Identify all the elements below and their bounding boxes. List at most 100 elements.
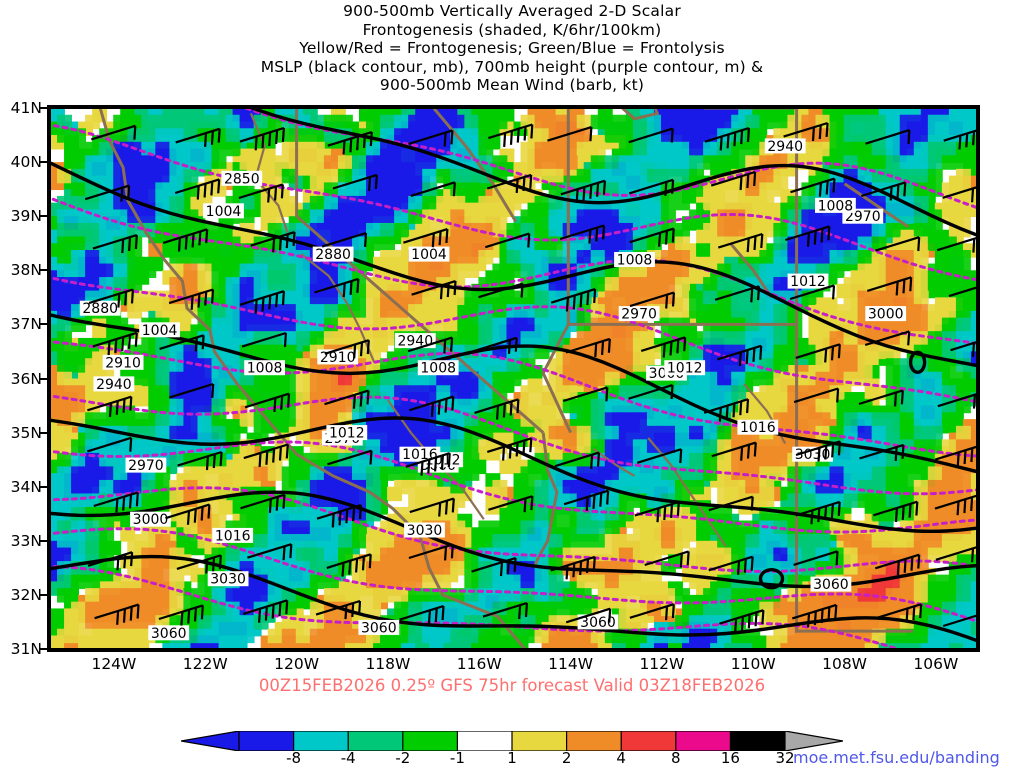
svg-text:1012: 1012 <box>667 361 703 377</box>
colorbar-swatch-5 <box>511 730 568 752</box>
svg-text:2940: 2940 <box>767 139 803 155</box>
colorbar-swatch-0 <box>238 730 295 752</box>
y-tick-38N: 38N <box>10 261 42 280</box>
svg-text:2880: 2880 <box>82 301 118 317</box>
svg-text:3030: 3030 <box>407 523 443 539</box>
colorbar-over-arrow <box>784 730 844 752</box>
title-line-3: Yellow/Red = Frontogenesis; Green/Blue =… <box>299 39 725 58</box>
colorbar-tick--1: -1 <box>449 749 465 767</box>
colorbar-swatch-7 <box>620 730 677 752</box>
svg-text:2850: 2850 <box>224 171 260 187</box>
height-contour-label: 2940 <box>93 376 135 393</box>
y-tickmark <box>40 593 48 596</box>
colorbar-tick-4: 4 <box>616 749 626 767</box>
title-line-4: MSLP (black contour, mb), 700mb height (… <box>260 57 764 76</box>
colorbar-tick-2: 2 <box>561 749 572 767</box>
x-tick-118W: 118W <box>365 655 411 673</box>
svg-text:3000: 3000 <box>133 512 169 528</box>
svg-text:3060: 3060 <box>580 615 616 631</box>
y-tick-31N: 31N <box>10 640 42 658</box>
svg-text:2880: 2880 <box>315 247 351 263</box>
height-contour-label: 3030 <box>404 522 445 539</box>
svg-text:2910: 2910 <box>320 350 356 366</box>
forecast-caption: 00Z15FEB2026 0.25º GFS 75hr forecast Val… <box>258 676 766 695</box>
colorbar-swatch-8 <box>675 730 732 752</box>
title-line-1: 900-500mb Vertically Averaged 2-D Scalar <box>343 2 681 20</box>
title-line-5: 900-500mb Mean Wind (barb, kt) <box>379 76 645 95</box>
x-tick-120W: 120W <box>274 655 320 673</box>
height-contour-label: 3060 <box>810 576 852 593</box>
colorbar-swatch-4 <box>456 730 513 752</box>
svg-text:1004: 1004 <box>411 247 447 263</box>
x-tick-124W: 124W <box>91 655 137 673</box>
height-contour-label: 2880 <box>79 300 121 317</box>
chart-title-block: 900-500mb Vertically Averaged 2-D Scalar… <box>0 2 1024 95</box>
x-tick-122W: 122W <box>182 655 228 673</box>
height-contour-label: 3000 <box>130 511 171 528</box>
colorbar-tick--4: -4 <box>340 749 356 767</box>
svg-text:1004: 1004 <box>142 323 178 339</box>
y-tick-39N: 39N <box>10 207 42 226</box>
svg-text:1008: 1008 <box>617 253 653 269</box>
x-tick-112W: 112W <box>639 655 685 673</box>
svg-text:3030: 3030 <box>210 572 246 588</box>
svg-text:3060: 3060 <box>813 577 849 593</box>
mslp-contour-label: 1016 <box>212 527 254 544</box>
source-watermark: moe.met.fsu.edu/banding <box>793 748 1000 767</box>
mslp-contour-label: 1004 <box>408 246 450 263</box>
mslp-contour-label: 1004 <box>203 203 244 220</box>
colorbar-swatch-9 <box>729 730 786 752</box>
y-tickmark <box>40 485 48 488</box>
svg-text:2970: 2970 <box>621 307 657 323</box>
title-line-2: Frontogenesis (shaded, K/6hr/100km) <box>362 20 662 39</box>
svg-text:2940: 2940 <box>96 377 132 393</box>
height-contour-label: 2940 <box>394 333 436 350</box>
svg-text:1016: 1016 <box>402 447 438 463</box>
svg-text:3000: 3000 <box>868 307 904 323</box>
svg-text:1008: 1008 <box>247 361 283 377</box>
height-contour-label: 2880 <box>312 246 354 263</box>
height-contour-label: 3060 <box>148 625 190 642</box>
height-contour-label: 2970 <box>618 306 660 323</box>
height-contour-label: 3030 <box>792 446 833 463</box>
colorbar-under-arrow <box>180 730 240 752</box>
svg-text:1012: 1012 <box>329 426 365 442</box>
mslp-contour-label: 1012 <box>326 425 368 442</box>
svg-text:2940: 2940 <box>397 334 433 350</box>
svg-text:1004: 1004 <box>206 204 242 220</box>
mslp-contour-label: 1008 <box>614 252 655 269</box>
height-contour-label: 2910 <box>317 349 359 366</box>
y-tick-40N: 40N <box>10 153 42 172</box>
colorbar-tick--2: -2 <box>395 749 411 767</box>
x-tick-110W: 110W <box>730 655 776 673</box>
y-tick-33N: 33N <box>10 531 42 550</box>
map-canvas: 2850 2880 2880 2910 2910 2940 2940 2940 2970 2970… <box>50 108 977 649</box>
svg-text:3060: 3060 <box>361 620 397 636</box>
y-tickmark <box>40 107 48 109</box>
y-tick-32N: 32N <box>10 585 42 604</box>
colorbar-swatch-1 <box>292 730 350 752</box>
svg-text:1008: 1008 <box>818 198 854 214</box>
mslp-contour-label: 1004 <box>139 322 180 339</box>
y-tick-37N: 37N <box>10 315 42 334</box>
mslp-contour-label: 1016 <box>399 446 441 463</box>
y-tickmark <box>40 323 48 326</box>
height-contour-label: 2970 <box>125 457 167 474</box>
colorbar-tick-16: 16 <box>720 749 740 767</box>
colorbar-swatch-2 <box>347 730 404 752</box>
svg-text:3060: 3060 <box>151 626 187 642</box>
colorbar-swatches <box>180 730 844 752</box>
mslp-contour-label: 1008 <box>244 360 285 377</box>
colorbar-tick-1: 1 <box>507 749 517 767</box>
x-tick-106W: 106W <box>913 655 959 673</box>
colorbar: -8 -4 -2 -1 1 2 4 8 16 32 <box>180 730 844 767</box>
y-tickmark <box>40 648 48 650</box>
svg-text:2970: 2970 <box>845 209 881 225</box>
colorbar-tick-8: 8 <box>671 749 681 767</box>
colorbar-tick-32: 32 <box>775 749 795 767</box>
svg-text:1016: 1016 <box>215 528 251 544</box>
wind-barbs <box>84 121 977 633</box>
height-contour-label: 2940 <box>764 138 806 155</box>
mslp-contour-label: 1012 <box>787 273 829 290</box>
